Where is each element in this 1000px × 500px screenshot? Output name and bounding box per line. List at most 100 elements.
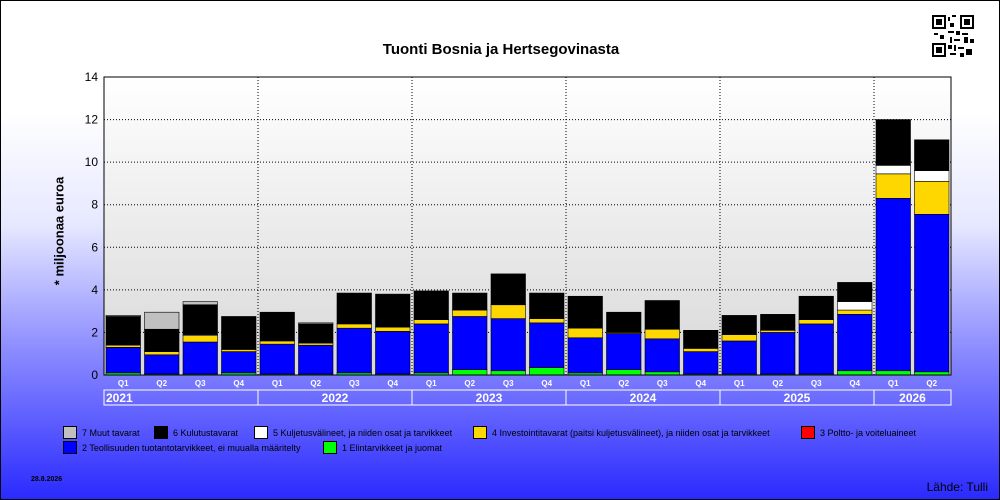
bar-segment [336,292,372,325]
bar-segment [875,370,911,376]
bar-segment [567,337,603,374]
x-tick-label: Q4 [387,379,398,388]
x-tick-label: Q1 [426,379,437,388]
bar-segment [144,354,180,375]
bar-segment [875,165,911,175]
bar-segment [837,370,873,376]
bar-segment [144,351,180,356]
bar-segment [182,335,218,343]
bar-segment [336,323,372,329]
bar-segment [375,331,411,375]
year-label: 2026 [899,391,926,405]
bar-segment [721,340,757,375]
year-label: 2025 [784,391,811,405]
bar-segment [105,347,141,374]
bar-segment [914,213,950,373]
source-label: Lähde: Tulli [926,480,988,494]
bar-segment [144,311,180,330]
legend-swatch-5 [254,426,268,439]
legend-label-7: 7 Muut tavarat [82,427,140,438]
legend-item-7: 7 Muut tavarat [63,426,140,439]
bar-segment [375,326,411,332]
legend-item-4: 4 Investointitavarat (paitsi kuljetusväl… [473,426,770,439]
bar-segment [105,344,141,348]
legend-swatch-6 [154,426,168,439]
x-tick-label: Q3 [811,379,822,388]
y-tick-label: 4 [91,283,98,297]
x-tick-label: Q3 [195,379,206,388]
bar-segment [259,340,295,345]
bar-segment [567,295,603,329]
year-band [103,389,952,406]
x-tick-label: Q3 [657,379,668,388]
bar-segment [490,370,526,376]
bar-segment [875,119,911,166]
bar-segment [182,301,218,306]
bar-segment [529,292,565,319]
bar-segment [914,170,950,182]
bar-segment [182,341,218,375]
y-tick-label: 6 [91,240,98,254]
bar-segment [606,333,642,370]
y-tick-label: 10 [85,155,99,169]
bar-segment [798,295,834,320]
x-tick-label: Q1 [118,379,129,388]
year-label: 2021 [106,391,133,405]
bar-segment [683,348,719,352]
x-tick-label: Q1 [272,379,283,388]
bar-segment [452,369,488,376]
bar-segment [644,338,680,373]
bar-segment [490,304,526,319]
x-tick-label: Q2 [310,379,321,388]
legend-item-3: 3 Poltto- ja voiteluaineet [801,426,916,439]
legend-swatch-1 [323,441,337,454]
bar-segment [837,309,873,315]
bar-segment [298,342,334,346]
bar-segment [452,316,488,370]
x-tick-label: Q2 [464,379,475,388]
bar-segment [336,327,372,374]
x-tick-label: Q2 [926,379,937,388]
bar-segment [298,322,334,325]
bar-segment [182,304,218,335]
x-tick-label: Q4 [849,379,860,388]
bar-segment [298,323,334,344]
bar-segment [875,198,911,372]
bar-segment [529,322,565,368]
x-tick-label: Q3 [503,379,514,388]
legend-item-5: 5 Kuljetusvälineet, ja niiden osat ja ta… [254,426,452,439]
bar-segment [298,344,334,375]
x-tick-label: Q1 [734,379,745,388]
qr-code-icon[interactable] [932,15,974,57]
x-tick-label: Q2 [618,379,629,388]
legend-item-6: 6 Kulutustavarat [154,426,238,439]
bar-segment [105,316,141,346]
legend-swatch-7 [63,426,77,439]
legend-swatch-3 [801,426,815,439]
bar-segment [683,351,719,375]
bar-segment [683,329,719,349]
bar-segment [606,311,642,333]
bar-segment [259,311,295,342]
bar-segment [798,323,834,375]
bar-segment [567,327,603,339]
x-tick-label: Q2 [772,379,783,388]
y-tick-label: 0 [91,368,98,382]
legend-item-2: 2 Teollisuuden tuotantotarvikkeet, ei mu… [63,441,300,454]
legend-label-1: 1 Elintarvikkeet ja juomat [342,442,443,453]
bar-segment [452,292,488,311]
x-tick-label: Q2 [156,379,167,388]
bar-segment [760,332,796,375]
x-tick-label: Q3 [349,379,360,388]
bar-segment [221,316,257,350]
y-tick-label: 8 [91,198,98,212]
bar-segment [259,343,295,375]
bar-segment [221,351,257,374]
bar-segment [413,323,449,374]
y-tick-label: 2 [91,325,98,339]
x-tick-label: Q4 [695,379,706,388]
bar-segment [760,329,796,333]
bar-segment [529,367,565,376]
y-tick-label: 12 [85,113,99,127]
